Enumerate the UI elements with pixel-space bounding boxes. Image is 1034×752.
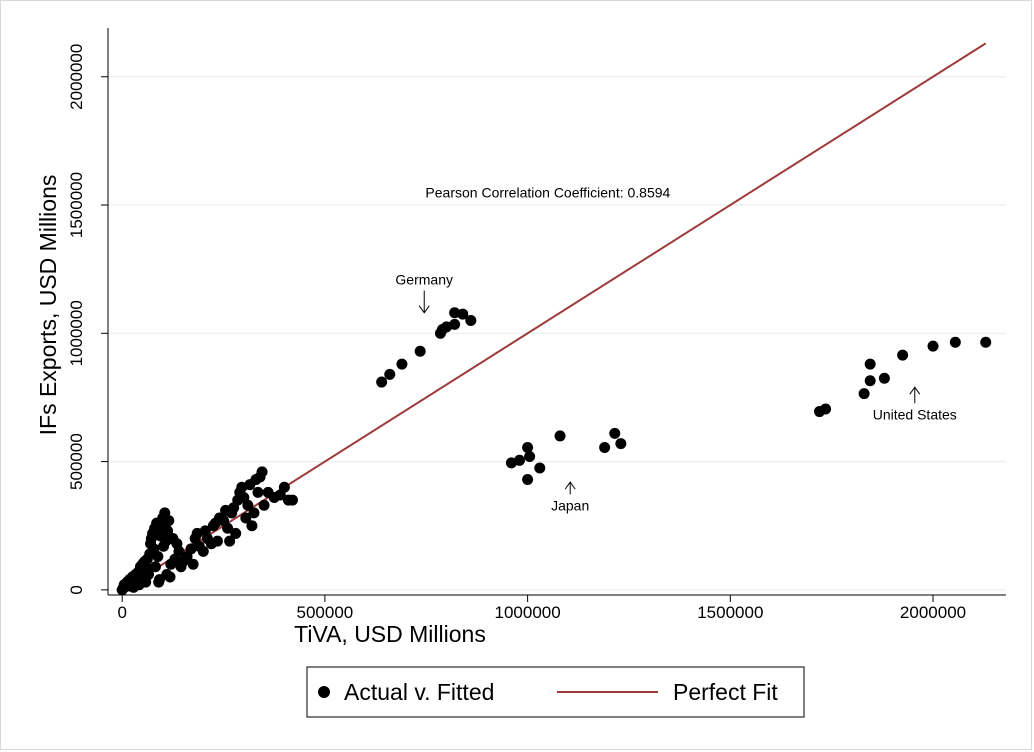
scatter-point — [858, 388, 870, 400]
scatter-point — [820, 403, 832, 415]
grid-layer — [108, 76, 1006, 591]
scatter-point — [258, 499, 270, 511]
scatter-point — [897, 349, 909, 361]
perfect-fit-line — [121, 42, 987, 591]
scatter-point — [149, 561, 161, 573]
scatter-point — [878, 372, 890, 384]
scatter-point — [980, 336, 992, 348]
scatter-point — [949, 336, 961, 348]
y-tick-label: 2000000 — [67, 44, 86, 110]
scatter-point — [864, 358, 876, 370]
scatter-point — [230, 527, 242, 539]
scatter-point — [278, 481, 290, 493]
y-tick-label: 1000000 — [67, 300, 86, 366]
scatter-point — [449, 318, 461, 330]
scatter-point — [927, 340, 939, 352]
x-tick-label: 2000000 — [900, 603, 966, 622]
scatter-point — [449, 307, 461, 319]
scatter-point — [465, 314, 477, 326]
y-axis-title: IFs Exports, USD Millions — [35, 175, 61, 436]
scatter-point — [248, 507, 260, 519]
y-tick-label: 500000 — [67, 433, 86, 490]
x-tick-label: 500000 — [297, 603, 354, 622]
annotation-label: Germany — [395, 272, 453, 288]
scatter-point — [197, 545, 209, 557]
scatter-point — [396, 358, 408, 370]
legend-label-actual: Actual v. Fitted — [344, 679, 494, 705]
scatter-point — [615, 438, 627, 450]
scatter-point — [222, 522, 234, 534]
legend: Actual v. Fitted Perfect Fit — [306, 666, 805, 718]
scatter-point — [414, 345, 426, 357]
y-tick-label: 0 — [67, 585, 86, 594]
axes-layer: 0 500000 1000000 1500000 2000000 0 500000 10000… — [67, 28, 1006, 622]
perfect-fit-line-layer — [121, 42, 987, 591]
scatter-point — [384, 368, 396, 380]
annotation-label: Pearson Correlation Coefficient: 0.8594 — [425, 184, 670, 200]
points-layer — [116, 307, 992, 596]
scatter-point — [522, 474, 534, 486]
scatter-point — [252, 486, 264, 498]
scatter-point — [242, 499, 254, 511]
legend-label-perfect-fit: Perfect Fit — [673, 679, 778, 705]
x-tick-label: 1500000 — [697, 603, 763, 622]
scatter-point — [164, 571, 176, 583]
scatter-point — [143, 568, 155, 580]
legend-marker-actual — [318, 686, 330, 698]
scatter-point — [173, 545, 185, 557]
scatter-point — [524, 450, 536, 462]
scatter-point — [162, 525, 174, 537]
legend-box — [306, 666, 805, 718]
scatter-point — [187, 558, 199, 570]
scatter-point — [609, 427, 621, 439]
scatter-point — [211, 535, 223, 547]
scatter-point — [256, 466, 268, 478]
scatter-point — [513, 454, 525, 466]
scatter-point — [152, 551, 164, 563]
scatter-point — [286, 494, 298, 506]
x-axis-title: TiVA, USD Millions — [294, 621, 486, 647]
scatter-point — [864, 375, 876, 387]
scatter-point — [163, 515, 175, 527]
scatter-point — [522, 441, 534, 453]
scatter-point — [224, 535, 236, 547]
annotation-arrowhead — [909, 386, 921, 395]
scatter-point — [554, 430, 566, 442]
annotation-arrowhead — [564, 481, 576, 490]
annotation-label: Japan — [551, 497, 589, 513]
scatter-point — [240, 512, 252, 524]
annotation-label: United States — [873, 406, 957, 422]
scatter-point — [376, 376, 388, 388]
scatter-point — [457, 308, 469, 320]
scatter-point — [246, 520, 258, 532]
x-tick-label: 1000000 — [495, 603, 561, 622]
x-tick-label: 0 — [117, 603, 126, 622]
y-tick-label: 1500000 — [67, 172, 86, 238]
scatter-point — [534, 462, 546, 474]
annotations-layer: Pearson Correlation Coefficient: 0.8594 G… — [395, 184, 956, 513]
annotation-arrowhead — [418, 305, 430, 314]
scatter-point — [599, 441, 611, 453]
